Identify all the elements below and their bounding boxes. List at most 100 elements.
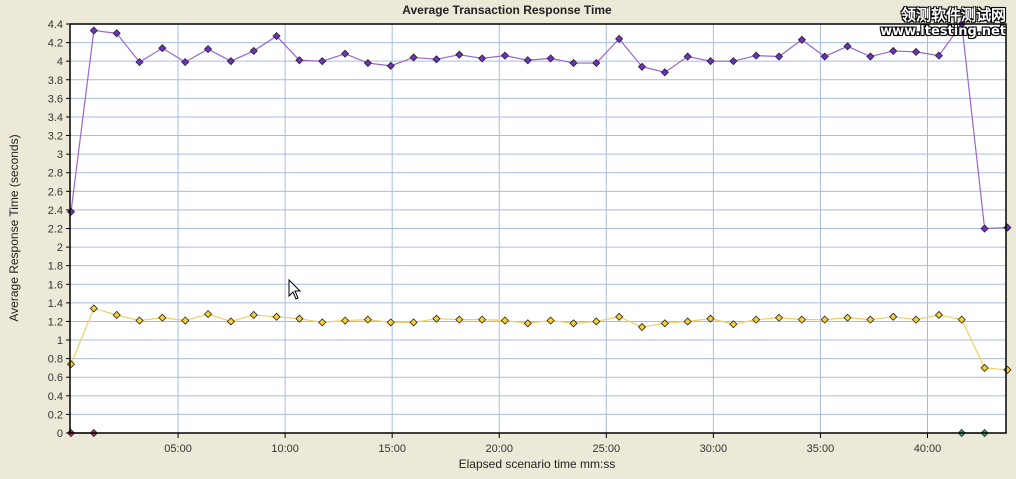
data-point[interactable] <box>820 52 829 61</box>
data-point[interactable] <box>592 58 601 68</box>
data-point[interactable] <box>683 317 692 326</box>
data-point[interactable] <box>546 316 555 325</box>
y-tick-label: 3.4 <box>48 112 63 124</box>
data-point[interactable] <box>272 312 281 321</box>
data-point[interactable] <box>729 57 738 66</box>
data-point[interactable] <box>866 52 875 61</box>
data-point[interactable] <box>980 363 989 372</box>
x-axis-label: Elapsed scenario time mm:ss <box>459 457 616 471</box>
data-point[interactable] <box>592 317 601 326</box>
data-point[interactable] <box>637 62 647 71</box>
data-point[interactable] <box>226 317 235 326</box>
data-point[interactable] <box>318 318 327 327</box>
data-point[interactable] <box>112 310 121 320</box>
data-point[interactable] <box>158 44 167 53</box>
x-tick-label: 40:00 <box>914 443 942 455</box>
data-point[interactable] <box>934 51 943 60</box>
data-point[interactable] <box>889 312 898 321</box>
data-point[interactable] <box>797 315 806 324</box>
y-tick-label: 2 <box>57 242 63 254</box>
data-point[interactable] <box>89 304 98 313</box>
data-point[interactable] <box>386 61 395 70</box>
mouse-cursor-icon <box>288 278 302 300</box>
data-point[interactable] <box>637 322 647 332</box>
series-yellow-line <box>70 307 1008 371</box>
data-point[interactable] <box>249 310 258 320</box>
data-point[interactable] <box>683 52 692 61</box>
data-point[interactable] <box>752 315 761 324</box>
data-point[interactable] <box>432 314 441 323</box>
x-tick-label: 30:00 <box>700 443 728 455</box>
x-tick-label: 10:00 <box>271 443 299 455</box>
data-point[interactable] <box>934 310 943 320</box>
data-point[interactable] <box>226 57 235 66</box>
data-point[interactable] <box>341 49 350 58</box>
data-point[interactable] <box>295 314 304 323</box>
data-point[interactable] <box>272 32 281 41</box>
data-point[interactable] <box>181 58 190 67</box>
data-point[interactable] <box>523 56 532 65</box>
y-tick-label: 0.2 <box>48 409 63 421</box>
data-point[interactable] <box>158 313 167 322</box>
data-point[interactable] <box>455 315 464 324</box>
data-point[interactable] <box>135 58 144 67</box>
data-point[interactable] <box>615 312 624 321</box>
data-point[interactable] <box>843 313 852 322</box>
x-tick-label: 20:00 <box>485 443 513 455</box>
y-tick-label: 0.6 <box>48 372 63 384</box>
x-tick-label: 15:00 <box>378 443 406 455</box>
data-point[interactable] <box>455 50 464 59</box>
data-point[interactable] <box>203 309 213 319</box>
data-point[interactable] <box>318 57 327 66</box>
data-point[interactable] <box>797 35 806 44</box>
data-point[interactable] <box>615 34 624 43</box>
y-tick-label: 1.6 <box>48 279 63 291</box>
data-point[interactable] <box>546 54 555 63</box>
data-point[interactable] <box>569 58 578 68</box>
data-point[interactable] <box>660 68 669 77</box>
data-point[interactable] <box>706 314 715 323</box>
watermark-title: 领测软件测试网 <box>900 6 1006 24</box>
data-point[interactable] <box>181 316 190 325</box>
data-point[interactable] <box>135 316 144 325</box>
data-point[interactable] <box>112 29 121 38</box>
data-point[interactable] <box>752 51 761 60</box>
data-point[interactable] <box>363 58 372 68</box>
data-point[interactable] <box>295 56 304 65</box>
x-tick-label: 05:00 <box>164 443 192 455</box>
data-point[interactable] <box>432 55 441 64</box>
data-point[interactable] <box>866 315 875 324</box>
data-point[interactable] <box>774 313 784 322</box>
data-point[interactable] <box>889 46 898 56</box>
data-point[interactable] <box>774 52 784 61</box>
data-point[interactable] <box>820 315 829 324</box>
data-point[interactable] <box>409 53 418 62</box>
y-tick-label: 0 <box>57 428 63 440</box>
data-point[interactable] <box>341 316 350 325</box>
data-point[interactable] <box>386 318 395 327</box>
y-tick-label: 1.4 <box>48 298 63 310</box>
data-point[interactable] <box>500 51 510 60</box>
data-point[interactable] <box>569 319 578 328</box>
data-point[interactable] <box>203 45 213 54</box>
data-point[interactable] <box>523 319 532 328</box>
data-point[interactable] <box>957 315 966 324</box>
y-tick-label: 1.8 <box>48 261 63 273</box>
data-point[interactable] <box>249 46 258 56</box>
data-point[interactable] <box>409 318 418 327</box>
y-tick-label: 2.2 <box>48 224 63 236</box>
data-point[interactable] <box>660 319 669 328</box>
y-axis-label: Average Response Time (seconds) <box>7 134 21 321</box>
data-point[interactable] <box>980 224 989 233</box>
data-point[interactable] <box>500 316 510 325</box>
data-point[interactable] <box>706 57 715 66</box>
data-point[interactable] <box>912 315 921 324</box>
data-point[interactable] <box>363 315 372 324</box>
y-tick-label: 0.4 <box>48 391 63 403</box>
data-point[interactable] <box>843 42 852 51</box>
data-point[interactable] <box>912 47 921 56</box>
data-point[interactable] <box>478 315 487 324</box>
data-point[interactable] <box>729 320 738 329</box>
data-point[interactable] <box>89 26 98 35</box>
data-point[interactable] <box>478 54 487 63</box>
